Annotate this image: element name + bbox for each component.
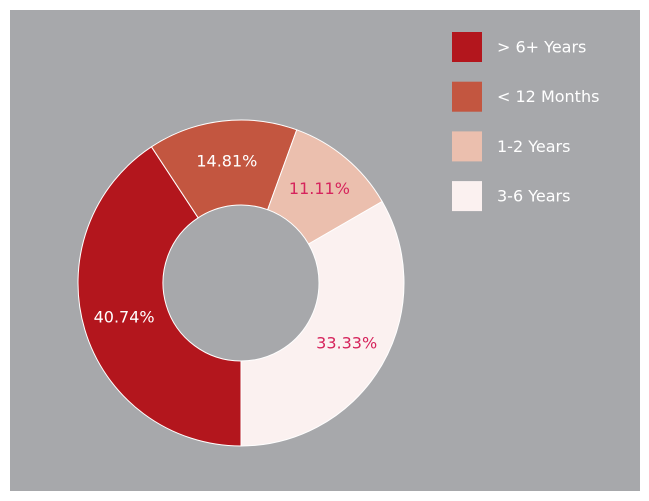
legend-label: < 12 Months <box>497 87 599 106</box>
legend-swatch <box>452 131 482 162</box>
legend-swatch <box>452 32 482 62</box>
legend-label: > 6+ Years <box>497 38 586 57</box>
legend-label: 3-6 Years <box>497 187 570 206</box>
data-label: 11.11% <box>289 179 350 198</box>
legend-swatch <box>452 81 482 112</box>
donut-segment <box>77 146 242 447</box>
data-label: 14.81% <box>196 151 257 170</box>
legend-swatch <box>452 181 482 212</box>
data-label: 33.33% <box>316 334 377 353</box>
donut-segment <box>150 119 298 219</box>
data-label: 40.74% <box>94 307 155 326</box>
donut-segment <box>240 200 405 447</box>
legend-label: 1-2 Years <box>497 137 570 156</box>
